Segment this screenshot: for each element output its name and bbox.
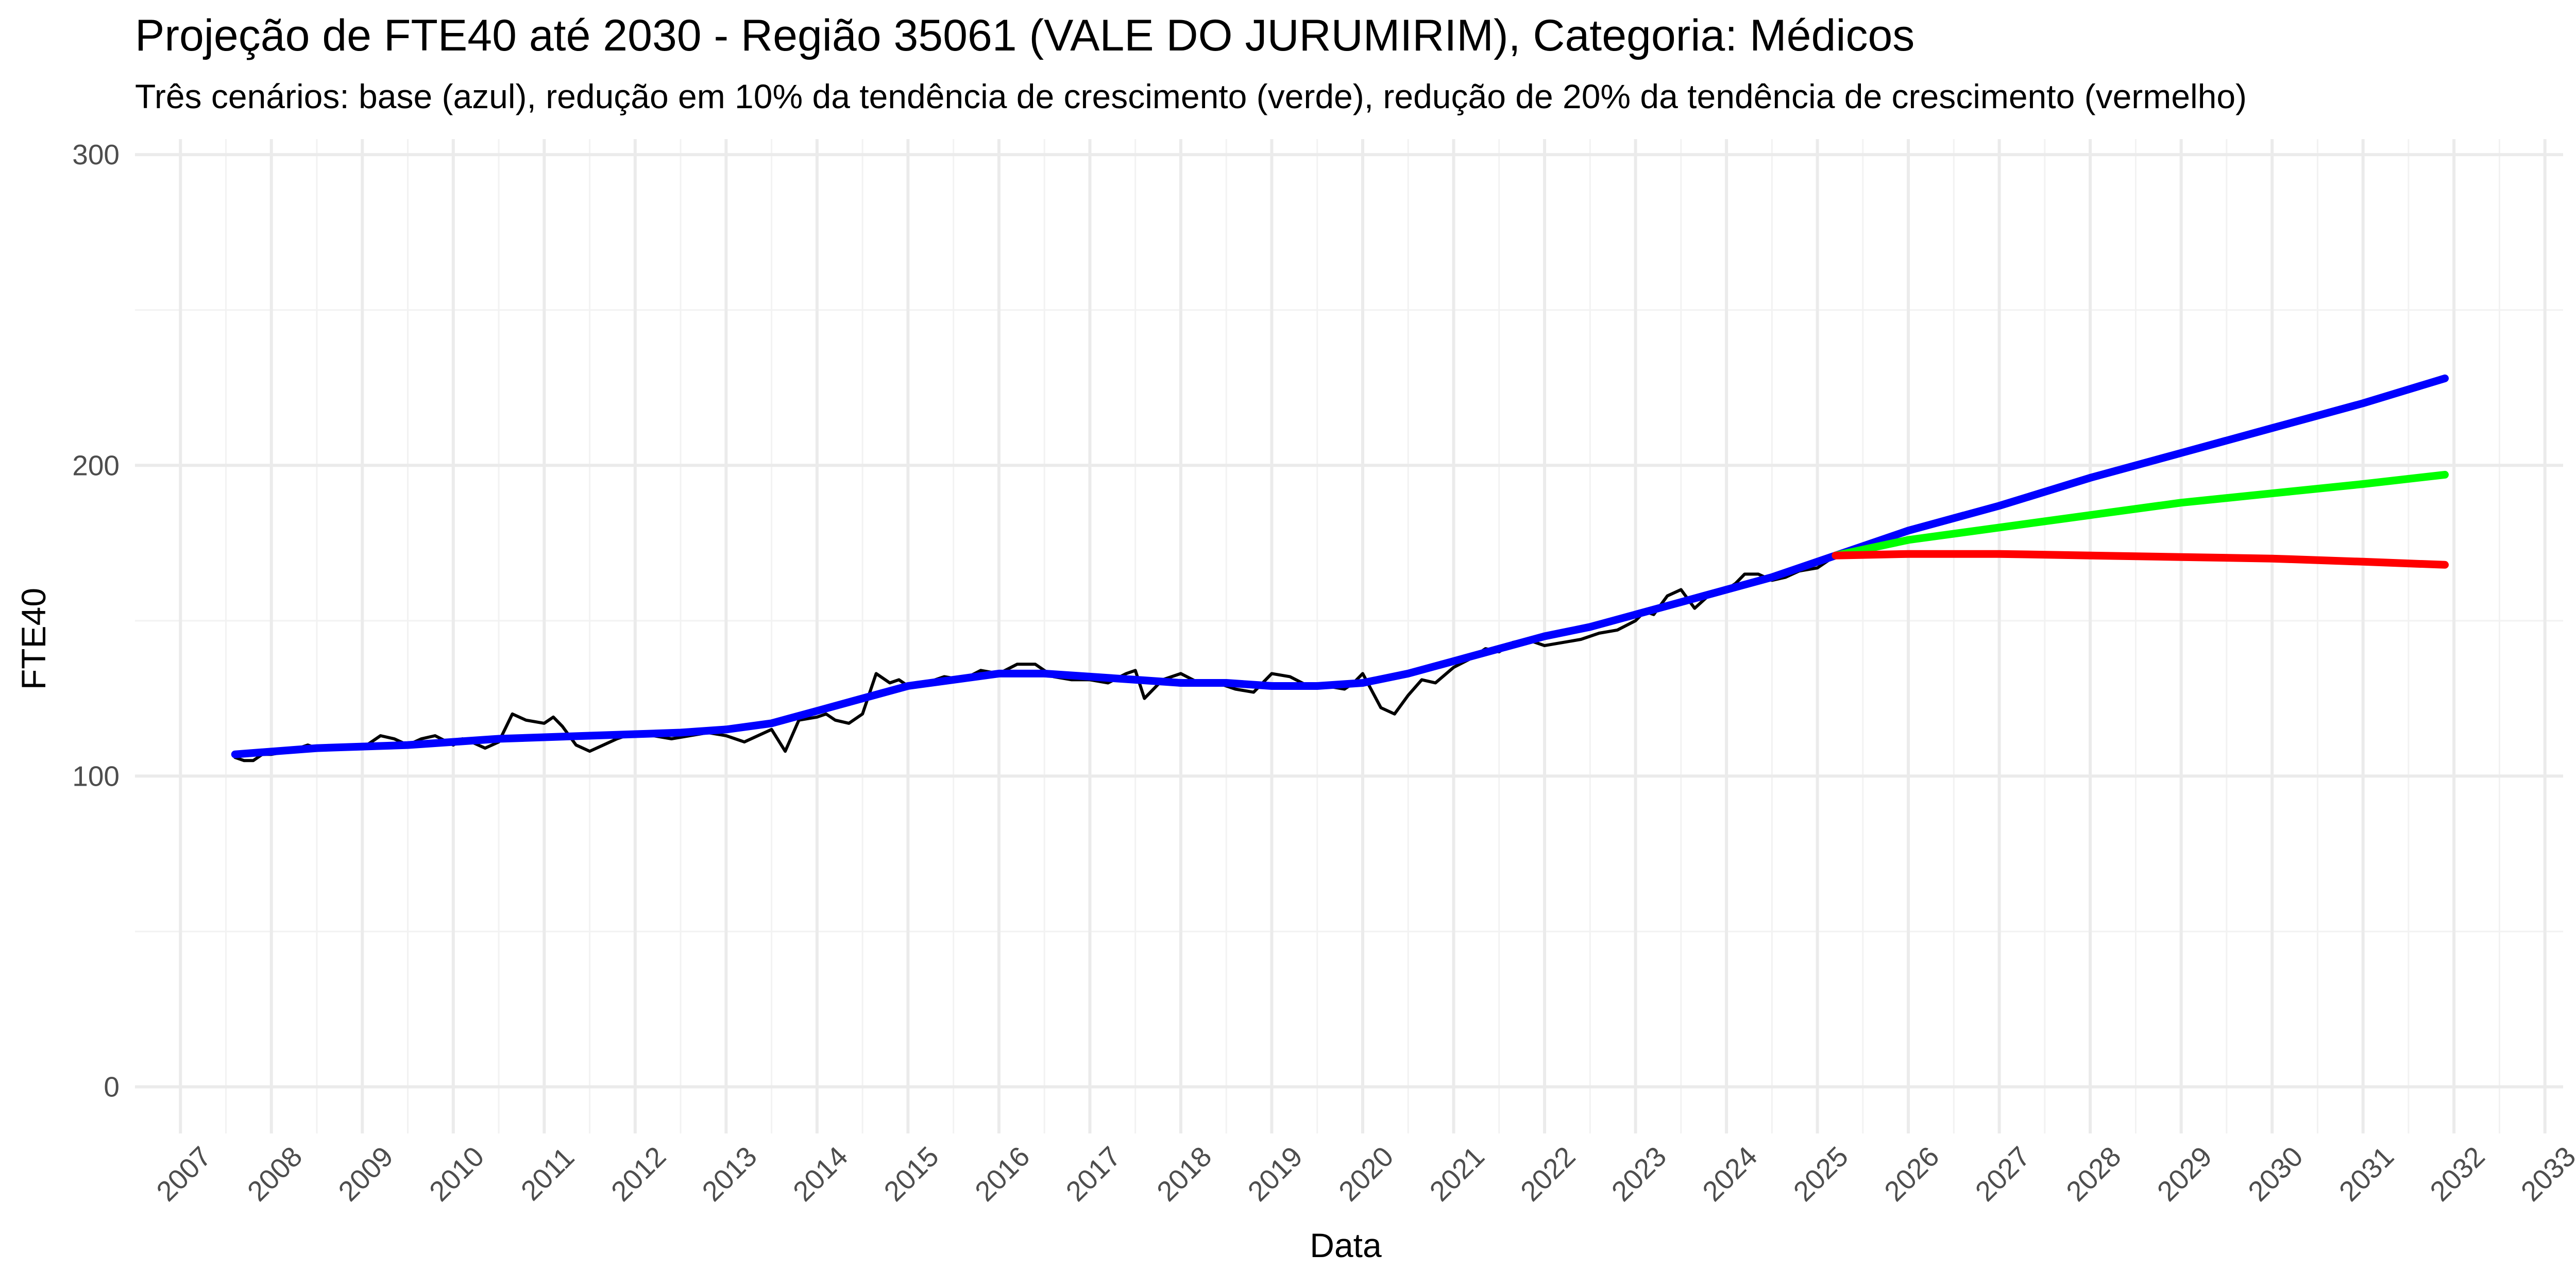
y-tick-label: 0: [104, 1071, 120, 1103]
x-axis-label: Data: [1310, 1226, 1382, 1264]
x-tick-label: 2025: [1787, 1140, 1854, 1207]
x-tick-label: 2013: [696, 1140, 763, 1207]
y-tick-label: 100: [72, 760, 120, 792]
x-tick-label: 2021: [1423, 1140, 1490, 1207]
series-line: [1832, 550, 2449, 569]
grid-minor: [135, 139, 2563, 1133]
grid-major: [135, 139, 2563, 1133]
x-tick-label: 2011: [515, 1141, 580, 1207]
x-tick-label: 2032: [2424, 1140, 2490, 1207]
x-tick-label: 2009: [332, 1140, 399, 1207]
x-tick-label: 2023: [1605, 1140, 1672, 1207]
y-axis-label: FTE40: [14, 588, 53, 690]
x-tick-label: 2012: [605, 1140, 672, 1207]
x-tick-label: 2014: [787, 1140, 854, 1207]
x-tick-label: 2018: [1150, 1140, 1217, 1207]
chart-title: Projeção de FTE40 até 2030 - Região 3506…: [135, 11, 1914, 60]
x-tick-label: 2022: [1514, 1140, 1581, 1207]
x-tick-label: 2029: [2151, 1140, 2218, 1207]
x-tick-label: 2031: [2333, 1140, 2400, 1207]
x-tick-label: 2008: [241, 1140, 308, 1207]
y-axis-ticks: 0 100 200 300: [72, 139, 120, 1103]
series-layer: [231, 374, 2449, 762]
x-tick-label: 2020: [1332, 1140, 1399, 1207]
y-tick-label: 200: [72, 449, 120, 481]
x-tick-label: 2015: [878, 1140, 945, 1207]
x-tick-label: 2033: [2515, 1140, 2576, 1207]
x-tick-label: 2028: [2060, 1140, 2127, 1207]
x-tick-label: 2030: [2242, 1140, 2309, 1207]
y-tick-label: 300: [72, 139, 120, 171]
series-line: [233, 554, 1837, 762]
x-tick-label: 2017: [1060, 1140, 1127, 1207]
x-tick-label: 2027: [1969, 1140, 2036, 1207]
chart-subtitle: Três cenários: base (azul), redução em 1…: [135, 77, 2247, 115]
x-axis-ticks: 2007 2008 2009 2010 2011 2012 2013 2014 2015 2016…: [150, 1140, 2576, 1207]
x-tick-label: 2026: [1878, 1140, 1945, 1207]
x-tick-label: 2007: [150, 1140, 217, 1207]
x-tick-label: 2016: [969, 1140, 1036, 1207]
x-tick-label: 2024: [1696, 1140, 1763, 1207]
series-line: [231, 374, 2449, 758]
series-line: [1832, 470, 2449, 560]
x-tick-label: 2010: [423, 1140, 490, 1207]
x-tick-label: 2019: [1242, 1140, 1309, 1207]
